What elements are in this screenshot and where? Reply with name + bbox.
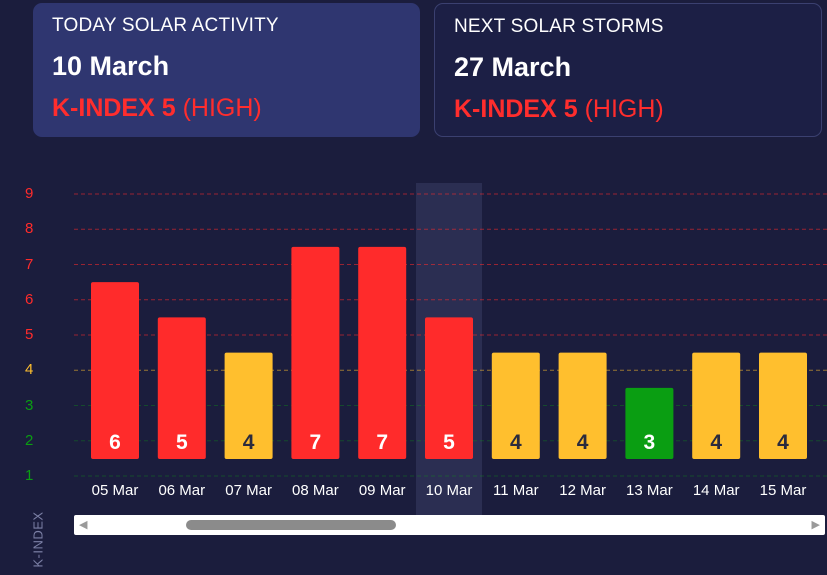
x-tick-label: 14 Mar bbox=[693, 482, 740, 499]
next-k-index-value: K-INDEX 5 bbox=[454, 95, 578, 123]
today-k-index-line: K-INDEX 5 (HIGH) bbox=[52, 94, 420, 123]
next-card-date: 27 March bbox=[454, 52, 572, 82]
x-tick-label: 08 Mar bbox=[292, 482, 339, 499]
scrollbar-thumb[interactable] bbox=[186, 520, 396, 530]
y-tick-label-1: 1 bbox=[25, 467, 34, 484]
bar-data-label: 5 bbox=[443, 431, 455, 454]
x-tick-label: 05 Mar bbox=[92, 482, 139, 499]
bar-13-mar bbox=[625, 387, 674, 459]
today-k-index-value: K-INDEX 5 bbox=[52, 94, 176, 122]
bar-15-mar bbox=[759, 352, 807, 459]
bar-data-label: 6 bbox=[109, 431, 121, 454]
bar-data-label: 4 bbox=[777, 431, 789, 454]
bar-data-label: 7 bbox=[376, 431, 388, 454]
x-tick-label: 10 Mar bbox=[426, 482, 473, 499]
next-k-index-line: K-INDEX 5 (HIGH) bbox=[454, 95, 821, 124]
y-tick-label-3: 3 bbox=[25, 396, 34, 414]
x-tick-label: 13 Mar bbox=[626, 482, 673, 499]
y-axis-title: K-INDEX bbox=[30, 511, 46, 568]
today-activity-card: TODAY SOLAR ACTIVITY 10 March K-INDEX 5 … bbox=[33, 3, 420, 137]
bar-08-mar bbox=[291, 246, 340, 459]
next-k-index-level: (HIGH) bbox=[584, 95, 664, 123]
bar-14-mar bbox=[692, 352, 741, 459]
today-k-index-level: (HIGH) bbox=[182, 94, 262, 122]
today-card-date: 10 March bbox=[52, 51, 170, 81]
bar-06-mar bbox=[157, 317, 206, 459]
x-tick-label: 09 Mar bbox=[359, 482, 406, 499]
y-tick-label-4: 4 bbox=[25, 361, 34, 379]
x-tick-label: 12 Mar bbox=[559, 482, 606, 499]
bar-data-label: 3 bbox=[644, 431, 656, 454]
today-card-title: TODAY SOLAR ACTIVITY bbox=[52, 15, 279, 36]
bar-data-label: 7 bbox=[310, 431, 322, 454]
y-tick-label-5: 5 bbox=[25, 326, 34, 343]
y-tick-label-8: 8 bbox=[25, 220, 34, 238]
y-tick-label-7: 7 bbox=[25, 255, 34, 273]
y-tick-label-6: 6 bbox=[25, 290, 34, 308]
x-tick-label: 11 Mar bbox=[493, 482, 539, 499]
x-tick-label: 07 Mar bbox=[225, 482, 272, 499]
bar-data-label: 5 bbox=[176, 431, 188, 454]
next-card-title: NEXT SOLAR STORMS bbox=[454, 16, 664, 37]
x-tick-label: 15 Mar bbox=[760, 482, 807, 499]
next-storms-card: NEXT SOLAR STORMS 27 March K-INDEX 5 (HI… bbox=[434, 3, 822, 137]
y-tick-label-2: 2 bbox=[25, 431, 34, 449]
bar-data-label: 4 bbox=[243, 431, 255, 454]
bar-09-mar bbox=[358, 246, 407, 459]
chart-scrollbar[interactable]: ◀ ▶ bbox=[74, 515, 825, 535]
scroll-left-arrow-icon[interactable]: ◀ bbox=[79, 519, 88, 531]
bar-07-mar bbox=[224, 352, 273, 459]
bar-11-mar bbox=[491, 352, 540, 459]
bar-05-mar bbox=[91, 282, 139, 459]
bar-data-label: 4 bbox=[710, 431, 722, 454]
x-tick-label: 06 Mar bbox=[158, 482, 205, 499]
bar-data-label: 4 bbox=[577, 431, 589, 454]
bar-data-label: 4 bbox=[510, 431, 522, 454]
bar-10-mar bbox=[425, 317, 473, 459]
y-tick-label-9: 9 bbox=[25, 185, 34, 202]
bar-12-mar bbox=[558, 352, 607, 459]
scroll-right-arrow-icon[interactable]: ▶ bbox=[811, 519, 820, 531]
